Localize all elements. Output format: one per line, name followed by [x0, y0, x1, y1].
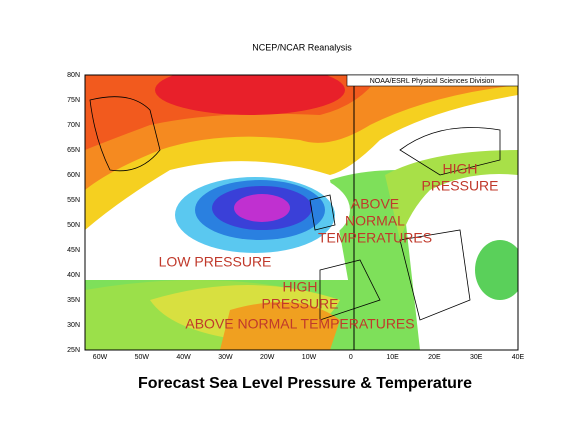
- lon-label: 50W: [135, 354, 150, 361]
- annotation: PRESSURE: [421, 178, 498, 194]
- lat-label: 30N: [67, 322, 80, 329]
- annotation: LOW PRESSURE: [159, 254, 272, 270]
- lat-label: 60N: [67, 172, 80, 179]
- caption: Forecast Sea Level Pressure & Temperatur…: [138, 375, 472, 392]
- lon-label: 0: [349, 354, 353, 361]
- lon-label: 40W: [176, 354, 191, 361]
- lat-label: 35N: [67, 297, 80, 304]
- lat-label: 80N: [67, 72, 80, 79]
- annotation: TEMPERATURES: [318, 230, 432, 246]
- map-frame: [84, 74, 519, 351]
- lon-label: 10E: [386, 354, 399, 361]
- lon-label: 30E: [470, 354, 483, 361]
- annotation: HIGH: [283, 279, 318, 295]
- lon-label: 20E: [428, 354, 441, 361]
- lat-label: 45N: [67, 247, 80, 254]
- lon-label: 40E: [512, 354, 525, 361]
- annotation: NORMAL: [345, 213, 405, 229]
- lon-label: 20W: [260, 354, 275, 361]
- credit-box: [346, 74, 519, 87]
- annotation: PRESSURE: [261, 296, 338, 312]
- annotation: ABOVE NORMAL TEMPERATURES: [185, 316, 414, 332]
- lat-label: 55N: [67, 197, 80, 204]
- lat-label: 70N: [67, 122, 80, 129]
- lon-label: 30W: [218, 354, 233, 361]
- annotation: HIGH: [443, 161, 478, 177]
- map-field: [85, 75, 518, 350]
- lat-label: 65N: [67, 147, 80, 154]
- lon-label: 60W: [93, 354, 108, 361]
- lat-label: 25N: [67, 347, 80, 354]
- title: NCEP/NCAR Reanalysis: [252, 42, 352, 52]
- annotation: ABOVE: [351, 196, 399, 212]
- lat-label: 75N: [67, 97, 80, 104]
- lat-label: 40N: [67, 272, 80, 279]
- credit: NOAA/ESRL Physical Sciences Division: [370, 78, 495, 85]
- lon-label: 10W: [302, 354, 317, 361]
- lat-label: 50N: [67, 222, 80, 229]
